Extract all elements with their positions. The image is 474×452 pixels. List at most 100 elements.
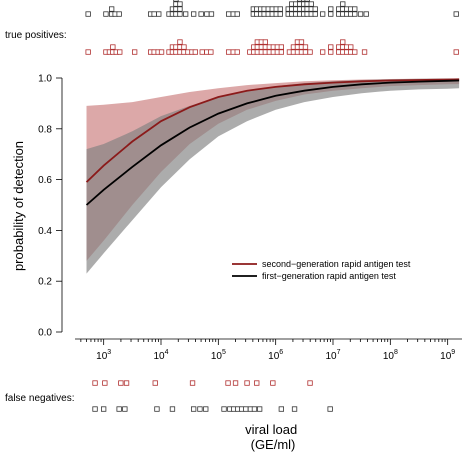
fn-second-gen-marker — [123, 380, 130, 386]
fn-first-gen-marker — [251, 406, 258, 412]
tp-first-gen-marker — [319, 11, 326, 17]
tp-first-gen-marker — [312, 11, 318, 17]
fn-second-gen-marker — [225, 380, 231, 386]
tp-first-gen-marker — [177, 6, 183, 12]
fn-first-gen-marker — [291, 406, 298, 412]
tp-first-gen-marker — [301, 0, 307, 2]
fn-second-gen-marker — [152, 380, 158, 386]
tp-first-gen-marker — [156, 11, 162, 17]
tp-second-gen-marker — [278, 49, 285, 55]
fn-second-gen-marker — [232, 380, 239, 386]
fn-first-gen-marker — [101, 406, 107, 412]
tp-second-gen-marker — [117, 49, 123, 55]
fn-second-gen-marker — [307, 380, 313, 386]
tp-first-gen-marker — [208, 11, 215, 17]
axes: 0.0 0.2 0.4 0.6 0.8 1.0 103 104 105 106 107 108 109 — [38, 74, 462, 362]
true-positives-label: true positives: — [5, 30, 67, 41]
x-tick-label: 103 — [96, 349, 111, 362]
false-negatives-label: false negatives: — [5, 393, 75, 404]
tp-first-gen-marker — [328, 11, 334, 17]
legend: second−generation rapid antigen test firs… — [232, 259, 411, 281]
tp-second-gen-marker — [85, 49, 91, 55]
tp-first-gen-marker — [173, 0, 179, 2]
tp-first-gen-marker — [312, 6, 318, 12]
fn-second-gen-marker — [270, 380, 276, 386]
tp-first-gen-marker — [234, 11, 240, 17]
tp-second-gen-marker — [319, 49, 326, 55]
tp-first-gen-marker — [453, 11, 459, 17]
fn-first-gen-marker — [169, 406, 176, 412]
tp-first-gen-marker — [182, 11, 189, 17]
tp-first-gen-marker — [151, 11, 157, 17]
x-tick-label: 106 — [268, 349, 283, 362]
tp-first-gen-marker — [190, 11, 197, 17]
tp-first-gen-marker — [177, 11, 183, 17]
first-gen-line — [85, 79, 460, 206]
fn-first-gen-marker — [122, 406, 128, 412]
tp-first-gen-marker — [352, 6, 358, 12]
y-tick-label: 0.2 — [38, 277, 52, 288]
x-axis-label-line2: (GE/ml) — [251, 437, 296, 452]
fn-first-gen-marker — [256, 406, 263, 412]
tp-first-gen-marker — [363, 11, 369, 17]
fn-second-gen-marker — [118, 380, 124, 386]
tp-first-gen-marker — [304, 0, 310, 2]
tp-second-gen-marker — [302, 44, 309, 50]
x-axis-label: viral load (GE/ml) — [245, 422, 301, 452]
first-gen-confidence-band — [86, 78, 460, 274]
fn-second-gen-marker — [102, 380, 108, 386]
tp-second-gen-marker — [199, 49, 205, 55]
tp-first-gen-marker — [277, 11, 283, 17]
tp-first-gen-marker — [297, 0, 303, 2]
tp-second-gen-marker — [225, 49, 232, 55]
legend-first-gen-label: first−generation rapid antigen test — [262, 271, 396, 281]
x-tick-label: 105 — [211, 349, 226, 362]
tp-first-gen-marker — [103, 11, 109, 17]
x-tick-label: 107 — [325, 349, 340, 362]
tp-second-gen-marker — [131, 49, 138, 55]
tp-second-gen-marker — [302, 49, 309, 55]
tp-second-gen-marker — [298, 39, 305, 45]
tp-first-gen-marker — [177, 1, 183, 7]
false-negatives-strip: false negatives: — [5, 380, 333, 412]
fn-first-gen-marker — [221, 406, 227, 412]
x-tick-label: 108 — [383, 349, 398, 362]
confidence-bands — [86, 78, 460, 274]
tp-second-gen-marker — [278, 44, 285, 50]
fn-first-gen-marker — [154, 406, 160, 412]
y-tick-label: 0.4 — [38, 226, 52, 237]
series-lines — [85, 78, 460, 206]
x-tick-label: 109 — [440, 349, 455, 362]
tp-first-gen-marker — [308, 1, 314, 7]
tp-first-gen-marker — [328, 6, 334, 12]
tp-second-gen-marker — [453, 49, 459, 55]
second-gen-line — [85, 78, 460, 183]
tp-second-gen-marker — [181, 44, 187, 50]
tp-first-gen-marker — [357, 11, 364, 17]
tp-first-gen-marker — [109, 6, 115, 12]
tp-second-gen-marker — [158, 49, 165, 55]
fn-first-gen-marker — [92, 406, 98, 412]
tp-second-gen-marker — [328, 44, 334, 50]
y-axis-label: probability of detection — [11, 141, 26, 271]
fn-first-gen-marker — [278, 406, 285, 412]
tp-second-gen-marker — [361, 49, 368, 55]
fn-first-gen-marker — [116, 406, 122, 412]
true-positives-strip: true positives: — [5, 0, 459, 55]
tp-second-gen-marker — [208, 49, 214, 55]
tp-first-gen-marker — [340, 1, 346, 7]
y-tick-label: 1.0 — [38, 74, 52, 85]
tp-second-gen-marker — [110, 44, 116, 50]
tp-second-gen-marker — [307, 49, 313, 55]
tp-second-gen-marker — [262, 39, 269, 45]
fn-second-gen-marker — [254, 380, 260, 386]
tp-second-gen-marker — [340, 39, 346, 45]
y-tick-label: 0.8 — [38, 124, 52, 135]
tp-first-gen-marker — [198, 11, 204, 17]
legend-second-gen-label: second−generation rapid antigen test — [262, 259, 411, 269]
fn-second-gen-marker — [189, 380, 196, 386]
fn-first-gen-marker — [190, 406, 197, 412]
tp-second-gen-marker — [177, 39, 183, 45]
tp-second-gen-marker — [348, 44, 354, 50]
